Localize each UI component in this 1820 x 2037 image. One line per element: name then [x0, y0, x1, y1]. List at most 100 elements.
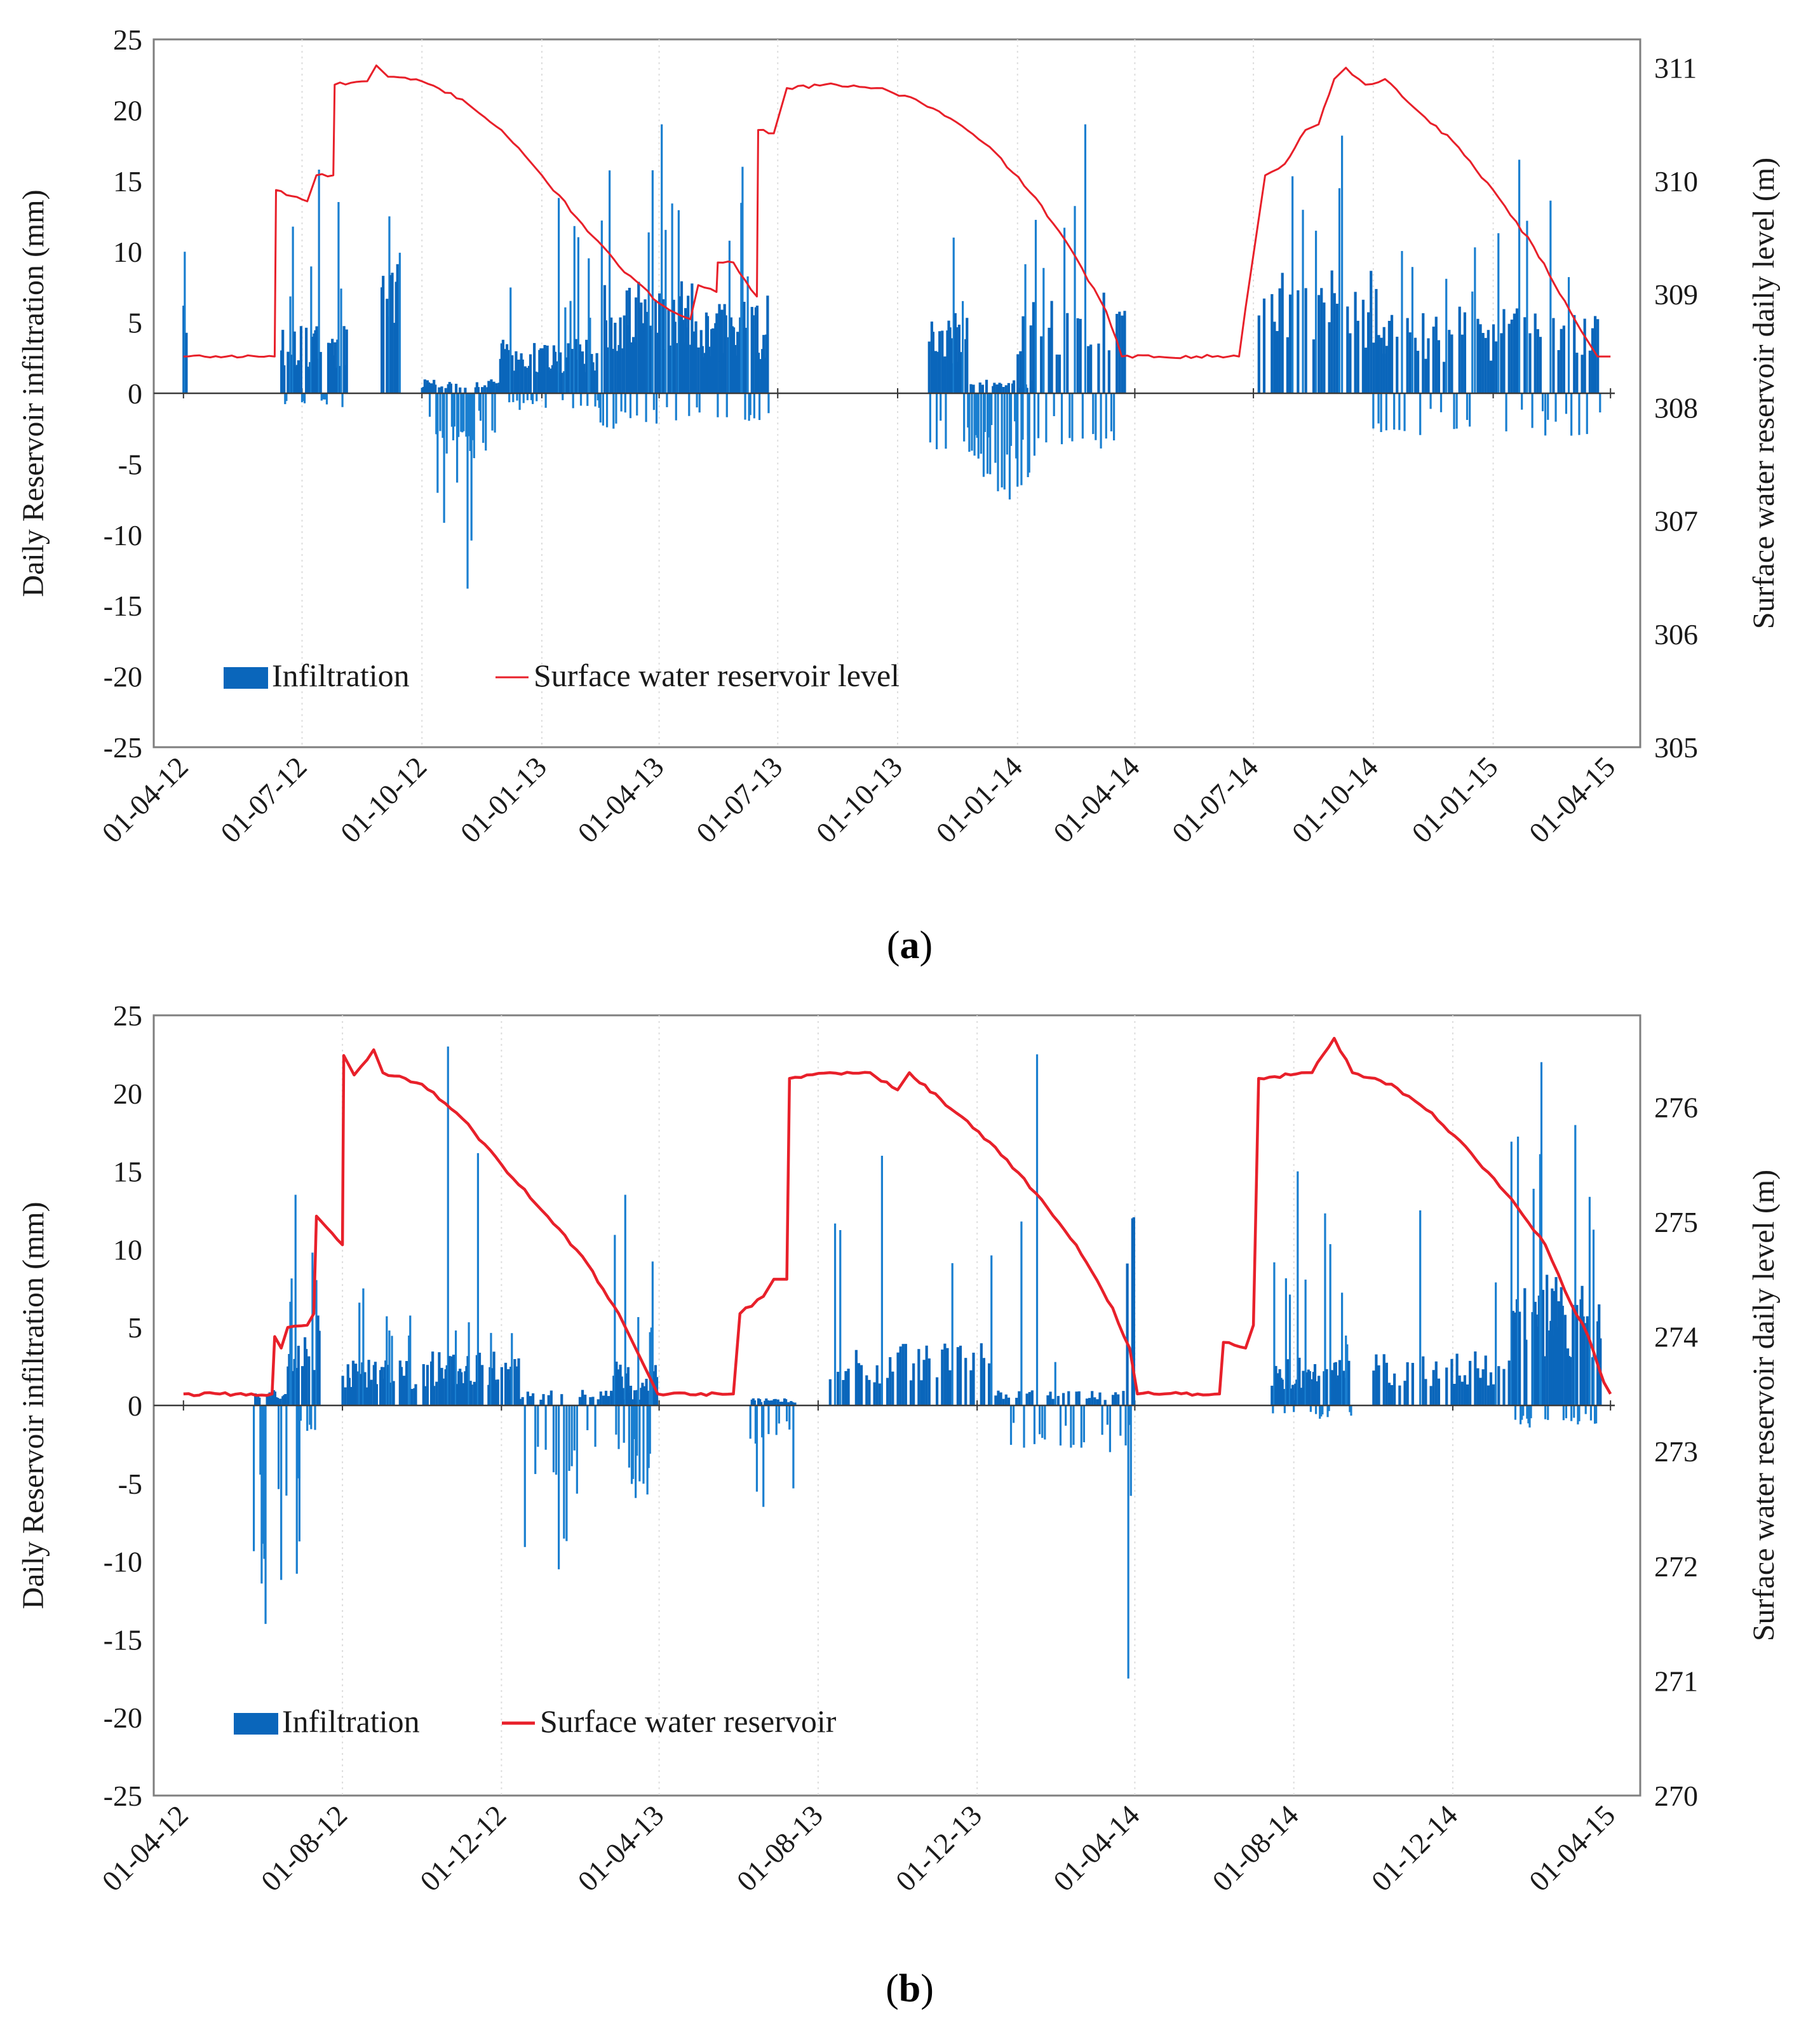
infiltration-bar: [1497, 1366, 1500, 1405]
infiltration-bar: [588, 258, 590, 393]
infiltration-bar: [468, 393, 470, 436]
infiltration-bar: [655, 393, 658, 424]
infiltration-bar: [976, 393, 978, 438]
infiltration-bar: [1092, 393, 1095, 435]
infiltration-bar: [442, 1378, 445, 1405]
infiltration-bar: [478, 393, 481, 411]
infiltration-bar: [290, 1278, 293, 1405]
y-tick-label: 10: [113, 236, 142, 268]
infiltration-bar: [1076, 318, 1079, 393]
infiltration-bar: [899, 1346, 902, 1405]
infiltration-bar: [1030, 1390, 1034, 1405]
infiltration-bar: [602, 393, 604, 426]
infiltration-bar: [1448, 330, 1451, 393]
infiltration-bar: [717, 393, 719, 417]
infiltration-bar: [1575, 353, 1579, 393]
infiltration-bar: [410, 1388, 414, 1405]
infiltration-bar: [1123, 311, 1126, 393]
infiltration-bar: [264, 1405, 267, 1624]
infiltration-bar: [1575, 1304, 1579, 1405]
infiltration-bar: [647, 232, 650, 393]
panel-caption-letter: a: [900, 924, 920, 967]
infiltration-bar: [1110, 393, 1113, 431]
infiltration-bar: [1114, 1392, 1117, 1405]
infiltration-bar: [466, 393, 469, 589]
infiltration-bar: [649, 1332, 651, 1405]
infiltration-bar: [1403, 393, 1406, 431]
y-axis-title: Daily Reservoir infiltration (mm): [17, 1201, 50, 1609]
infiltration-bar: [529, 354, 532, 393]
infiltration-bar: [259, 1405, 262, 1475]
infiltration-bar: [1304, 288, 1307, 393]
infiltration-bar: [697, 347, 700, 393]
infiltration-bar: [687, 295, 690, 393]
infiltration-bar: [1507, 323, 1511, 393]
y-tick-label: 25: [113, 999, 142, 1032]
infiltration-bar: [623, 315, 626, 393]
infiltration-bar: [1541, 1290, 1545, 1405]
infiltration-bar: [319, 351, 322, 393]
infiltration-bar: [325, 393, 328, 405]
infiltration-bar: [1530, 1405, 1532, 1419]
infiltration-bar: [396, 264, 399, 393]
y-tick-label: -25: [104, 731, 142, 764]
infiltration-bar: [1324, 1213, 1326, 1405]
infiltration-bar: [980, 1343, 983, 1405]
infiltration-bar: [1458, 1375, 1461, 1405]
infiltration-bar: [1422, 1356, 1425, 1405]
infiltration-bar: [891, 1371, 894, 1405]
infiltration-bar: [666, 393, 668, 407]
infiltration-bar: [760, 1402, 763, 1405]
infiltration-bar: [560, 372, 563, 393]
infiltration-bar: [438, 387, 441, 393]
y-tick-label: 20: [113, 94, 142, 126]
infiltration-bar: [997, 393, 999, 492]
y2-tick-label: 272: [1654, 1550, 1698, 1583]
infiltration-bar: [445, 393, 448, 454]
infiltration-bar: [284, 393, 286, 405]
infiltration-bar: [522, 393, 525, 403]
infiltration-bar: [1065, 1405, 1067, 1426]
infiltration-bar: [946, 1348, 949, 1405]
infiltration-bar: [595, 353, 598, 393]
infiltration-bar: [828, 1379, 832, 1405]
infiltration-bar: [1531, 393, 1534, 428]
infiltration-bar: [492, 381, 495, 393]
y2-tick-label: 271: [1654, 1665, 1698, 1697]
infiltration-bar: [997, 1390, 1000, 1405]
infiltration-bar: [1557, 350, 1560, 393]
infiltration-bar: [1297, 1171, 1299, 1405]
infiltration-bar: [1132, 1217, 1135, 1405]
infiltration-bar: [1521, 1405, 1523, 1420]
infiltration-bar: [880, 1156, 884, 1405]
infiltration-bar: [324, 393, 327, 400]
infiltration-bar: [558, 198, 560, 393]
infiltration-bar: [453, 393, 456, 427]
infiltration-bar: [375, 1384, 379, 1405]
infiltration-bar: [1085, 1398, 1089, 1405]
legend-infiltration-swatch: [224, 667, 268, 689]
infiltration-bar: [762, 1405, 765, 1507]
infiltration-bar: [753, 1400, 756, 1405]
infiltration-bar: [636, 1405, 638, 1456]
infiltration-bar: [1521, 393, 1523, 410]
infiltration-bar: [959, 1345, 962, 1405]
infiltration-bar: [508, 393, 511, 403]
infiltration-bar: [1398, 1385, 1401, 1405]
infiltration-bar: [1286, 337, 1290, 393]
infiltration-bar: [941, 1350, 944, 1405]
infiltration-bar: [299, 1405, 302, 1421]
infiltration-bar: [652, 393, 655, 410]
infiltration-bar: [460, 393, 462, 432]
infiltration-bar: [1502, 1369, 1506, 1405]
infiltration-bar: [741, 166, 744, 393]
infiltration-bar: [720, 309, 724, 393]
infiltration-bar: [573, 226, 576, 393]
infiltration-bar: [989, 393, 992, 475]
infiltration-bar: [1544, 1405, 1547, 1419]
infiltration-bar: [1463, 1375, 1467, 1405]
infiltration-bar: [534, 371, 537, 393]
infiltration-bar: [1297, 290, 1300, 393]
infiltration-bar: [1067, 1391, 1070, 1405]
infiltration-bar: [1262, 298, 1266, 393]
